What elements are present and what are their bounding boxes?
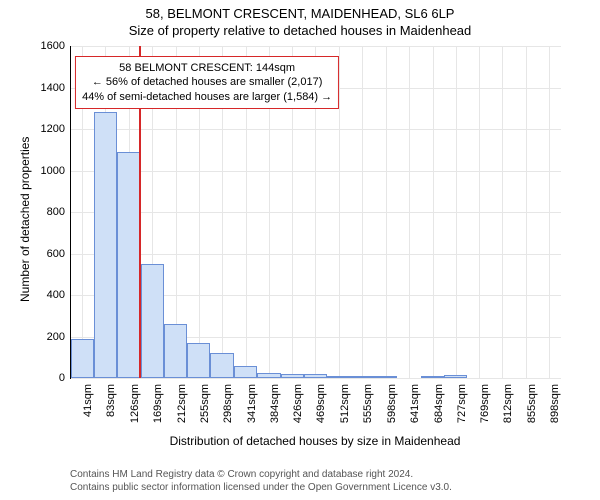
x-tick-label: 512sqm [339, 384, 351, 423]
grid-line-v [549, 46, 550, 378]
plot-area: 0200400600800100012001400160041sqm83sqm1… [70, 46, 561, 379]
y-tick-label: 800 [47, 206, 71, 218]
histogram-bar [444, 375, 467, 378]
x-tick-label: 641sqm [409, 384, 421, 423]
attribution-footer: Contains HM Land Registry data © Crown c… [70, 468, 452, 494]
x-tick-label: 555sqm [362, 384, 374, 423]
grid-line-h [71, 378, 561, 379]
grid-line-v [479, 46, 480, 378]
address-title: 58, BELMONT CRESCENT, MAIDENHEAD, SL6 6L… [0, 0, 600, 23]
x-tick-label: 855sqm [526, 384, 538, 423]
y-tick-label: 0 [59, 372, 71, 384]
grid-line-v [362, 46, 363, 378]
histogram-bar [234, 366, 257, 378]
x-tick-label: 812sqm [502, 384, 514, 423]
histogram-bar [71, 339, 94, 378]
x-tick-label: 298sqm [222, 384, 234, 423]
x-axis-label: Distribution of detached houses by size … [70, 434, 560, 448]
grid-line-v [433, 46, 434, 378]
histogram-bar [141, 264, 164, 378]
y-tick-label: 600 [47, 248, 71, 260]
y-tick-label: 1600 [41, 40, 71, 52]
histogram-bar [327, 376, 350, 378]
x-tick-label: 898sqm [549, 384, 561, 423]
annotation-line: 44% of semi-detached houses are larger (… [82, 90, 332, 104]
histogram-bar [281, 374, 304, 378]
x-tick-label: 769sqm [479, 384, 491, 423]
y-tick-label: 200 [47, 331, 71, 343]
chart-subtitle: Size of property relative to detached ho… [0, 23, 600, 40]
x-tick-label: 384sqm [269, 384, 281, 423]
histogram-bar [164, 324, 187, 378]
histogram-bar [257, 373, 280, 378]
annotation-box: 58 BELMONT CRESCENT: 144sqm← 56% of deta… [75, 56, 339, 109]
histogram-bar [210, 353, 233, 378]
histogram-bar [94, 112, 117, 378]
x-tick-label: 426sqm [292, 384, 304, 423]
x-tick-label: 83sqm [105, 384, 117, 417]
grid-line-v [526, 46, 527, 378]
grid-line-v [386, 46, 387, 378]
annotation-line: 58 BELMONT CRESCENT: 144sqm [82, 61, 332, 75]
histogram-bar [350, 376, 373, 378]
histogram-bar [374, 376, 397, 378]
annotation-line: ← 56% of detached houses are smaller (2,… [82, 75, 332, 89]
x-tick-label: 684sqm [433, 384, 445, 423]
x-tick-label: 598sqm [386, 384, 398, 423]
histogram-bar [117, 152, 140, 378]
footer-line-1: Contains HM Land Registry data © Crown c… [70, 468, 452, 481]
grid-line-v [409, 46, 410, 378]
grid-line-v [456, 46, 457, 378]
histogram-bar [421, 376, 444, 378]
y-axis-label: Number of detached properties [18, 137, 32, 302]
x-tick-label: 727sqm [456, 384, 468, 423]
histogram-bar [304, 374, 327, 378]
grid-line-v [502, 46, 503, 378]
chart-root: 58, BELMONT CRESCENT, MAIDENHEAD, SL6 6L… [0, 0, 600, 500]
x-tick-label: 212sqm [176, 384, 188, 423]
histogram-bar [187, 343, 210, 378]
x-tick-label: 469sqm [315, 384, 327, 423]
y-tick-label: 400 [47, 289, 71, 301]
y-tick-label: 1000 [41, 165, 71, 177]
x-tick-label: 169sqm [152, 384, 164, 423]
footer-line-2: Contains public sector information licen… [70, 481, 452, 494]
y-tick-label: 1400 [41, 82, 71, 94]
x-tick-label: 255sqm [199, 384, 211, 423]
x-tick-label: 126sqm [129, 384, 141, 423]
x-tick-label: 341sqm [246, 384, 258, 423]
x-tick-label: 41sqm [82, 384, 94, 417]
y-tick-label: 1200 [41, 123, 71, 135]
